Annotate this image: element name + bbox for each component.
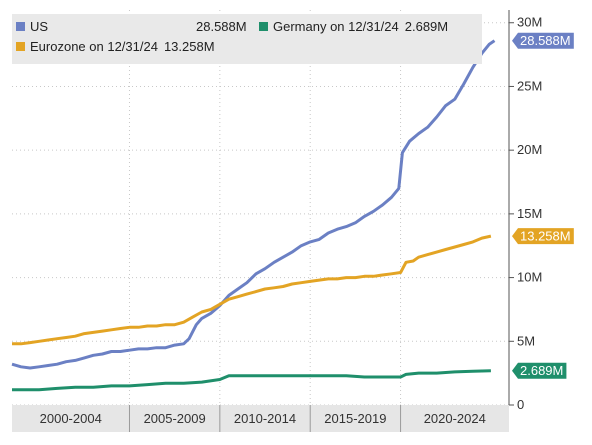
y-tick-label: 5M — [517, 333, 535, 348]
x-tick-label: 2015-2019 — [324, 411, 386, 426]
y-tick-label: 15M — [517, 206, 542, 221]
legend-label-us: US — [30, 19, 49, 34]
x-tick-label: 2010-2014 — [234, 411, 296, 426]
y-tick-label: 20M — [517, 142, 542, 157]
x-tick-label: 2005-2009 — [144, 411, 206, 426]
y-tick-label: 0 — [517, 397, 524, 412]
y-axis-ticks: 0 5M 10M 15M 20M 25M 30M — [509, 15, 542, 412]
legend-value-germany: 2.689M — [404, 19, 449, 34]
value-tag-label: 28.588M — [520, 33, 571, 48]
series-lines — [11, 39, 496, 392]
x-tick-label: 2020-2024 — [424, 411, 486, 426]
value-tag-germany: 2.689M — [512, 362, 567, 379]
value-tag-shape — [512, 228, 574, 245]
value-tag-shape — [512, 362, 567, 379]
x-axis-band — [12, 405, 509, 432]
plot-background — [12, 10, 509, 405]
legend: US 28.588M Germany on 12/31/24 2.689M Eu… — [12, 14, 482, 64]
value-tag-label: 13.258M — [520, 229, 571, 244]
y-tick-label: 10M — [517, 270, 542, 285]
value-tag-us: 28.588M — [512, 32, 574, 49]
legend-value-us: 28.588M — [196, 19, 247, 34]
legend-value-eurozone: 13.258M — [163, 39, 215, 54]
legend-item-us: US 28.588M — [16, 19, 247, 34]
legend-item-germany: Germany on 12/31/24 2.689M — [259, 19, 448, 34]
legend-swatch-eurozone — [16, 42, 25, 51]
y-tick-label: 25M — [517, 78, 542, 93]
x-tick-label: 2000-2004 — [40, 411, 102, 426]
x-axis-groups: 2000-2004 2005-2009 2010-2014 2015-2019 2020… — [40, 405, 486, 432]
series-line-eurozone — [12, 234, 492, 346]
legend-swatch-germany — [259, 22, 268, 31]
legend-swatch-us — [16, 22, 25, 31]
value-tags: 28.588M 13.258M 2.689M — [512, 32, 574, 379]
y-tick-label: 30M — [517, 15, 542, 30]
series-line-us — [11, 39, 496, 370]
value-tag-label: 2.689M — [520, 363, 563, 378]
series-line-germany — [12, 369, 491, 392]
value-tag-eurozone: 13.258M — [512, 228, 574, 245]
legend-item-eurozone: Eurozone on 12/31/24 13.258M — [16, 39, 215, 54]
value-tag-shape — [512, 32, 574, 49]
legend-label-germany: Germany on 12/31/24 — [273, 19, 399, 34]
legend-label-eurozone: Eurozone on 12/31/24 — [30, 39, 158, 54]
